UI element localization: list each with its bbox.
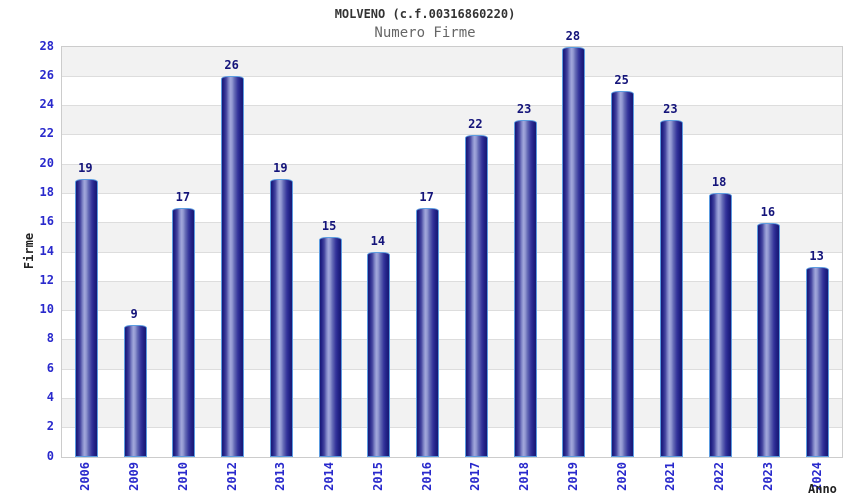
bar-value-label: 28 bbox=[565, 29, 581, 43]
y-tick-label: 16 bbox=[39, 214, 54, 229]
y-tick-label: 6 bbox=[46, 360, 54, 375]
bar-2013 bbox=[269, 178, 293, 457]
gridline bbox=[62, 310, 842, 312]
bar-2017 bbox=[464, 134, 488, 457]
plot-band bbox=[62, 164, 842, 194]
bar-2023 bbox=[757, 222, 781, 457]
bar-2006 bbox=[74, 178, 98, 457]
bar-value-label: 19 bbox=[78, 160, 93, 175]
x-tick-label: 2020 bbox=[614, 462, 629, 491]
gridline bbox=[62, 339, 842, 341]
gridline bbox=[62, 134, 842, 136]
y-tick-label: 20 bbox=[39, 155, 54, 170]
bar-2019 bbox=[562, 47, 586, 457]
plot-band bbox=[62, 105, 842, 135]
x-tick-label: 2021 bbox=[663, 462, 678, 491]
bar-value-label: 9 bbox=[130, 307, 138, 322]
x-tick-label: 2023 bbox=[760, 462, 775, 491]
plot-area bbox=[61, 46, 843, 458]
gridline bbox=[62, 105, 842, 107]
bar-value-label: 22 bbox=[468, 116, 483, 131]
gridline bbox=[62, 280, 842, 282]
bar-2012 bbox=[221, 76, 245, 457]
bar-2016 bbox=[416, 208, 440, 457]
gridline bbox=[62, 397, 842, 399]
bar-value-label: 19 bbox=[273, 160, 288, 175]
gridline bbox=[62, 75, 842, 77]
chart-subtitle: Numero Firme bbox=[374, 25, 476, 41]
gridline bbox=[62, 251, 842, 253]
x-tick-label: 2015 bbox=[370, 462, 385, 491]
plot-band bbox=[62, 47, 842, 77]
bar-2009 bbox=[123, 325, 147, 457]
bar-value-label: 23 bbox=[663, 102, 678, 117]
bar-value-label: 15 bbox=[321, 219, 337, 234]
x-tick-label: 2019 bbox=[565, 462, 580, 491]
y-tick-label: 14 bbox=[39, 243, 54, 258]
y-tick-label: 22 bbox=[39, 126, 54, 141]
gridline bbox=[62, 192, 842, 194]
x-tick-label: 2006 bbox=[78, 462, 93, 491]
bar-2021 bbox=[659, 120, 683, 457]
bar-value-label: 14 bbox=[370, 234, 386, 248]
y-tick-label: 18 bbox=[39, 184, 54, 199]
gridline bbox=[62, 222, 842, 224]
x-tick-label: 2012 bbox=[224, 462, 239, 491]
x-tick-label: 2010 bbox=[175, 462, 190, 491]
y-tick-label: 4 bbox=[46, 389, 54, 404]
x-tick-label: 2017 bbox=[468, 462, 483, 491]
x-tick-label: 2009 bbox=[127, 462, 142, 491]
y-axis-title: Firme bbox=[22, 232, 36, 270]
y-tick-label: 26 bbox=[39, 67, 54, 82]
x-axis-title: Anno bbox=[808, 482, 837, 496]
x-tick-label: 2014 bbox=[322, 462, 337, 491]
bar-2020 bbox=[611, 90, 635, 457]
y-tick-label: 2 bbox=[46, 419, 54, 434]
y-tick-label: 8 bbox=[46, 331, 54, 346]
bar-2018 bbox=[513, 120, 537, 457]
y-tick-label: 28 bbox=[39, 38, 54, 53]
chart-title: MOLVENO (c.f.00316860220) bbox=[334, 7, 516, 21]
x-tick-label: 2018 bbox=[517, 462, 532, 491]
bar-value-label: 17 bbox=[419, 190, 434, 205]
x-tick-label: 2016 bbox=[419, 462, 434, 491]
bar-2022 bbox=[708, 193, 732, 457]
bar-2010 bbox=[172, 208, 196, 457]
bar-value-label: 18 bbox=[711, 175, 727, 190]
bar-value-label: 17 bbox=[175, 190, 191, 205]
bar-value-label: 13 bbox=[809, 248, 824, 263]
bar-2024 bbox=[806, 266, 830, 457]
bar-2014 bbox=[318, 237, 342, 457]
y-tick-label: 10 bbox=[39, 302, 54, 317]
bar-value-label: 23 bbox=[516, 102, 532, 117]
y-tick-label: 0 bbox=[46, 448, 54, 463]
gridline bbox=[62, 368, 842, 370]
bar-value-label: 25 bbox=[614, 72, 629, 87]
bar-value-label: 16 bbox=[760, 204, 776, 219]
gridline bbox=[62, 163, 842, 165]
x-tick-label: 2022 bbox=[712, 462, 727, 491]
bar-2015 bbox=[367, 252, 391, 457]
y-tick-label: 24 bbox=[39, 97, 54, 112]
plot-band bbox=[62, 134, 842, 165]
x-tick-label: 2013 bbox=[273, 462, 288, 491]
gridline bbox=[62, 427, 842, 429]
plot-band bbox=[62, 76, 842, 106]
y-tick-label: 12 bbox=[39, 272, 54, 287]
bar-value-label: 26 bbox=[224, 58, 239, 73]
